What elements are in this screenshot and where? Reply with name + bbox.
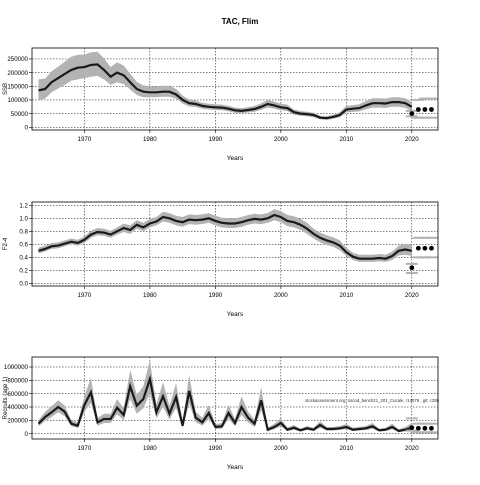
- y-tick-label: 250000: [7, 56, 28, 63]
- y-tick-label: 100000: [7, 97, 28, 104]
- forecast-point: [429, 425, 434, 431]
- plot-frame: [31, 356, 439, 440]
- assessment-annotation: stockassessment.org, nscod_bench21_201_C…: [305, 398, 440, 403]
- plot-frame: [31, 201, 439, 287]
- x-tick-label: 2000: [274, 445, 288, 452]
- forecast-point: [422, 107, 428, 112]
- y-axis-label: F2-4: [3, 237, 9, 250]
- x-tick-label: 1990: [208, 445, 222, 452]
- y-tick-label: 0.4: [19, 255, 28, 262]
- forecast-point: [409, 425, 415, 431]
- y-tick-label: 50000: [11, 111, 29, 118]
- y-tick-label: 0.8: [19, 229, 28, 236]
- x-axis-label: Years: [227, 311, 244, 318]
- y-tick-label: 400000: [7, 404, 28, 411]
- x-tick-label: 2000: [274, 292, 288, 299]
- x-tick-label: 1980: [143, 445, 157, 452]
- panel-1: 1970 1980 1990 2000 2010 2020 0 50000 100000 1500…: [3, 47, 439, 162]
- y-tick-label: 150000: [7, 83, 28, 90]
- estimate-line: [38, 213, 413, 260]
- y-tick-label: 0: [25, 431, 29, 438]
- estimate-line: [38, 63, 413, 120]
- x-tick-label: 2010: [339, 136, 353, 143]
- y-tick-label: 0.6: [19, 242, 28, 249]
- x-tick-label: 2010: [339, 445, 353, 452]
- y-tick-label: 1.2: [19, 202, 28, 209]
- x-tick-label: 1970: [78, 136, 92, 143]
- confidence-band: [38, 209, 412, 262]
- panel-3: 1970 1980 1990 2000 2010 2020 0 200000 400000 600…: [3, 356, 439, 471]
- forecast-point: [422, 245, 428, 251]
- y-axis-label: SSB: [3, 83, 9, 95]
- x-tick-label: 2000: [274, 136, 288, 143]
- y-axis-label: Recruits (age 1): [3, 377, 9, 420]
- y-tick-label: 600000: [7, 391, 28, 398]
- x-tick-label: 2020: [405, 292, 419, 299]
- estimate-line: [37, 374, 413, 433]
- forecast-point: [429, 107, 434, 112]
- panels: 1970 1980 1990 2000 2010 2020 0 50000 100000 1500…: [3, 47, 439, 471]
- x-tick-label: 1990: [208, 136, 222, 143]
- y-tick-label: 800000: [7, 378, 28, 385]
- forecast-point: [415, 107, 421, 112]
- figure-title: TAC, Flim: [222, 17, 259, 26]
- y-tick-label: 0.2: [19, 268, 28, 275]
- x-tick-label: 1980: [143, 136, 157, 143]
- y-tick-label: 1000000: [4, 364, 29, 371]
- confidence-band: [38, 360, 412, 432]
- x-tick-label: 2020: [405, 136, 419, 143]
- x-axis-label: Years: [227, 155, 244, 162]
- y-tick-label: 0.0: [19, 281, 28, 288]
- forecast-point: [409, 111, 415, 116]
- x-tick-label: 2010: [339, 292, 353, 299]
- x-tick-label: 1980: [143, 292, 157, 299]
- x-tick-label: 1970: [78, 292, 92, 299]
- y-tick-label: 200000: [7, 418, 28, 425]
- forecast-point: [409, 265, 415, 271]
- forecast-point: [422, 425, 428, 431]
- y-tick-label: 1.0: [19, 215, 28, 222]
- x-tick-label: 2020: [405, 445, 419, 452]
- y-tick-label: 0: [25, 124, 29, 131]
- plot-frame: [31, 47, 439, 131]
- forecast-point: [415, 245, 421, 251]
- forecast-point: [415, 425, 421, 431]
- x-tick-label: 1970: [78, 445, 92, 452]
- forecast-point: [429, 245, 434, 251]
- y-tick-label: 200000: [7, 70, 28, 77]
- confidence-band: [38, 51, 412, 120]
- x-axis-label: Years: [227, 464, 244, 471]
- panel-2: 1970 1980 1990 2000 2010 2020 0.0 0.2 0.4 0.6 0.8 1…: [3, 201, 439, 318]
- x-tick-label: 1990: [208, 292, 222, 299]
